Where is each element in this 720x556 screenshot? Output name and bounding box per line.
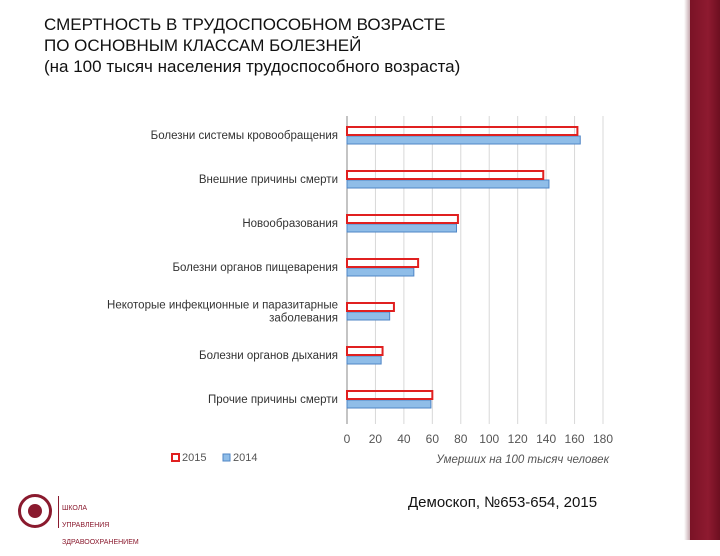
- category-label: Новообразования: [242, 218, 338, 230]
- bar-2014: [346, 399, 432, 409]
- bar-2015: [346, 214, 459, 224]
- bar-2014: [346, 355, 382, 365]
- category-label: Болезни органов дыхания: [199, 350, 338, 362]
- legend-swatch-2014: [222, 453, 231, 462]
- page-title-line-1: СМЕРТНОСТЬ В ТРУДОСПОСОБНОМ ВОЗРАСТЕ: [44, 15, 446, 34]
- x-tick-label: 140: [536, 432, 556, 446]
- bar-chart: Болезни системы кровообращения Внешние пр…: [107, 116, 613, 466]
- legend-swatch-2015: [171, 453, 180, 462]
- school-logo: ШКОЛА УПРАВЛЕНИЯ ЗДРАВООХРАНЕНИЕМ: [18, 494, 158, 546]
- bar-2014: [346, 267, 415, 277]
- bar-2014: [346, 179, 550, 189]
- x-tick-label: 100: [479, 432, 499, 446]
- bar-2015: [346, 346, 384, 356]
- x-tick-label: 120: [508, 432, 528, 446]
- logo-text-line-2: УПРАВЛЕНИЯ: [62, 521, 110, 529]
- logo-seal-icon: [18, 494, 52, 528]
- x-tick-label: 20: [369, 432, 383, 446]
- bar-2014: [346, 135, 581, 145]
- x-tick-label: 160: [565, 432, 585, 446]
- accent-band: [684, 0, 720, 540]
- title-block: СМЕРТНОСТЬ В ТРУДОСПОСОБНОМ ВОЗРАСТЕ ПО …: [44, 14, 644, 78]
- logo-divider: [58, 496, 59, 528]
- x-tick-label: 60: [426, 432, 440, 446]
- x-tick-label: 80: [454, 432, 468, 446]
- bar-2014: [346, 311, 391, 321]
- logo-text: ШКОЛА УПРАВЛЕНИЯ ЗДРАВООХРАНЕНИЕМ: [62, 496, 139, 556]
- x-tick-label: 0: [344, 432, 351, 446]
- category-label: Внешние причины смерти: [199, 174, 338, 186]
- x-tick-label: 180: [593, 432, 613, 446]
- page-subtitle: (на 100 тысяч населения трудоспособного …: [44, 57, 461, 76]
- legend-label-2015: 2015: [182, 452, 206, 464]
- bar-2014: [346, 223, 458, 233]
- x-tick-label: 40: [397, 432, 411, 446]
- category-label: Болезни органов пищеварения: [172, 262, 338, 274]
- bar-2015: [346, 390, 434, 400]
- legend-label-2014: 2014: [233, 452, 257, 464]
- category-label: Болезни системы кровообращения: [151, 130, 338, 142]
- page-title-line-2: ПО ОСНОВНЫМ КЛАССАМ БОЛЕЗНЕЙ: [44, 36, 362, 55]
- bar-2015: [346, 302, 395, 312]
- category-label: заболевания: [269, 313, 338, 325]
- category-label: Некоторые инфекционные и паразитарные: [107, 300, 338, 312]
- x-axis-label: Умерших на 100 тысяч человек: [435, 454, 609, 466]
- category-label: Прочие причины смерти: [208, 394, 338, 406]
- bar-2015: [346, 170, 545, 180]
- bar-2015: [346, 258, 420, 268]
- logo-text-line-1: ШКОЛА: [62, 504, 88, 512]
- source-caption: Демоскоп, №653-654, 2015: [408, 494, 598, 511]
- bar-2015: [346, 126, 579, 136]
